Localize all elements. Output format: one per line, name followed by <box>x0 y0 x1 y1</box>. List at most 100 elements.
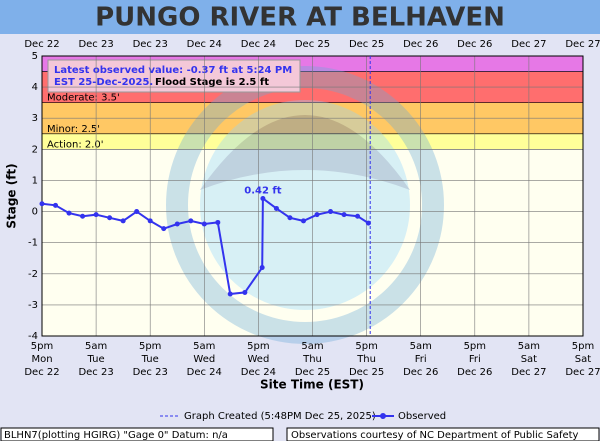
top-tick-label: Dec 27 <box>565 39 600 50</box>
y-tick-label: 5 <box>32 51 38 62</box>
flood-label: Action: 2.0' <box>47 139 104 150</box>
footer-right: Observations courtesy of NC Department o… <box>291 430 579 441</box>
latest-line: EST 25-Dec-2025. <box>54 77 153 88</box>
x-tick-label: Sat <box>575 354 591 365</box>
top-tick-label: Dec 26 <box>457 39 492 50</box>
data-point <box>365 220 371 226</box>
x-tick-label: Tue <box>87 354 105 365</box>
x-tick-label: 5am <box>410 341 432 352</box>
x-axis-label: Site Time (EST) <box>260 378 364 392</box>
x-tick-label: Dec 25 <box>349 367 384 378</box>
data-point <box>355 213 361 219</box>
top-tick-label: Dec 24 <box>187 39 222 50</box>
flood-stage-note: Flood Stage is 2.5 ft <box>155 77 269 88</box>
data-point <box>39 201 45 207</box>
data-point <box>273 205 279 211</box>
y-tick-label: 2 <box>32 144 38 155</box>
x-tick-label: 5am <box>518 341 540 352</box>
flood-label: Moderate: 3.5' <box>47 93 120 104</box>
x-tick-label: Wed <box>193 354 215 365</box>
x-tick-label: 5pm <box>139 341 161 352</box>
y-tick-label: 3 <box>32 113 38 124</box>
data-point <box>242 289 248 295</box>
data-point <box>188 218 194 224</box>
data-point <box>174 221 180 227</box>
x-tick-label: Thu <box>302 354 322 365</box>
flood-label: Minor: 2.5' <box>47 124 100 135</box>
logo-ring <box>166 66 444 344</box>
top-tick-label: Dec 23 <box>78 39 113 50</box>
x-tick-label: Fri <box>469 354 481 365</box>
data-point <box>66 210 72 216</box>
logo-bird <box>200 115 410 190</box>
data-point <box>161 226 167 232</box>
top-tick-label: Dec 25 <box>349 39 384 50</box>
latest-line: Latest observed value: -0.37 ft at 5:24 … <box>54 65 292 76</box>
footer-left-box <box>0 427 274 441</box>
footer-right-box <box>286 427 600 441</box>
legend-label: Graph Created (5:48PM Dec 25, 2025) <box>184 411 376 422</box>
legend-observed-dot <box>380 413 386 419</box>
x-tick-label: 5pm <box>572 341 594 352</box>
x-tick-label: Dec 24 <box>187 367 222 378</box>
y-tick-label: 4 <box>32 82 38 93</box>
data-point <box>227 291 233 297</box>
top-tick-label: Dec 24 <box>241 39 276 50</box>
x-tick-label: 5pm <box>355 341 377 352</box>
chart-title: PUNGO RIVER AT BELHAVEN <box>95 3 505 33</box>
top-tick-label: Dec 23 <box>133 39 168 50</box>
x-tick-label: 5pm <box>247 341 269 352</box>
y-tick-label: 1 <box>32 175 38 186</box>
data-point <box>201 221 207 227</box>
latest-box <box>47 59 301 93</box>
x-tick-label: Mon <box>31 354 52 365</box>
x-tick-label: Tue <box>141 354 159 365</box>
data-point <box>93 212 99 218</box>
data-point <box>328 209 334 215</box>
peak-label: 0.42 ft <box>244 185 282 196</box>
x-tick-label: Dec 27 <box>565 367 600 378</box>
y-tick-label: 0 <box>32 207 38 218</box>
data-point <box>300 218 306 224</box>
x-tick-label: 5pm <box>31 341 53 352</box>
y-tick-label: -4 <box>28 331 38 342</box>
data-point <box>120 218 126 224</box>
x-tick-label: Wed <box>247 354 269 365</box>
footer-left: BLHN7(plotting HGIRG) "Gage 0" Datum: n/… <box>4 430 228 441</box>
x-tick-label: 5pm <box>464 341 486 352</box>
x-tick-label: Dec 26 <box>457 367 492 378</box>
x-tick-label: 5am <box>301 341 323 352</box>
x-tick-label: 5am <box>193 341 215 352</box>
data-point <box>147 218 153 224</box>
x-tick-label: Dec 23 <box>78 367 113 378</box>
y-tick-label: -3 <box>28 300 38 311</box>
logo-disc <box>200 100 410 310</box>
x-tick-label: Dec 26 <box>403 367 438 378</box>
x-tick-label: Dec 23 <box>133 367 168 378</box>
top-tick-label: Dec 25 <box>295 39 330 50</box>
top-tick-label: Dec 22 <box>24 39 59 50</box>
data-point <box>259 265 265 271</box>
y-tick-label: -1 <box>28 238 38 249</box>
data-point <box>341 212 347 218</box>
data-point <box>107 215 113 221</box>
data-point <box>287 215 293 221</box>
plot-frame <box>41 55 584 337</box>
x-tick-label: Dec 25 <box>295 367 330 378</box>
x-tick-label: Fri <box>415 354 427 365</box>
data-point <box>53 202 59 208</box>
x-tick-label: Thu <box>356 354 376 365</box>
data-point <box>80 213 86 219</box>
data-point <box>134 209 140 215</box>
y-axis-label: Stage (ft) <box>5 163 19 228</box>
x-tick-label: 5am <box>85 341 107 352</box>
data-point <box>314 212 320 218</box>
legend-label: Observed <box>398 411 446 422</box>
data-point <box>215 219 221 225</box>
x-tick-label: Dec 22 <box>24 367 59 378</box>
x-tick-label: Dec 27 <box>511 367 546 378</box>
title-bar <box>0 0 600 34</box>
y-tick-label: -2 <box>28 269 38 280</box>
logo <box>166 66 444 344</box>
x-tick-label: Sat <box>521 354 537 365</box>
